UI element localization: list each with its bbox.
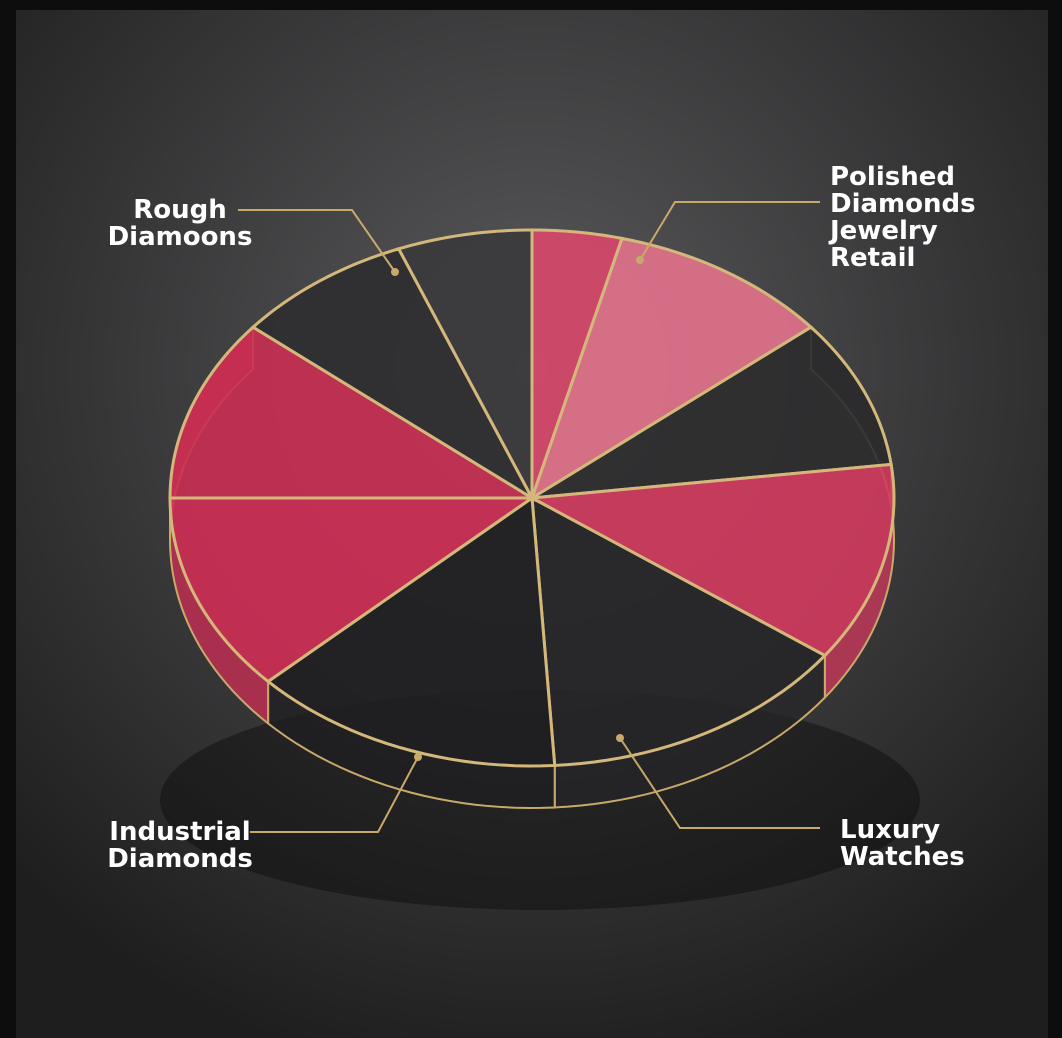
leader-line bbox=[250, 756, 419, 833]
slice bbox=[265, 495, 557, 768]
slice bbox=[168, 496, 537, 684]
leader-line bbox=[639, 201, 820, 261]
slice-label: Rough Diamoons bbox=[108, 195, 253, 252]
slice bbox=[526, 462, 896, 658]
leader-dot bbox=[414, 753, 422, 761]
slice bbox=[250, 247, 536, 503]
leader-line bbox=[619, 737, 820, 829]
slice bbox=[396, 228, 534, 499]
slice bbox=[529, 236, 814, 502]
slice-label: Luxury Watches bbox=[840, 815, 965, 872]
leader-dot bbox=[391, 268, 399, 276]
slice bbox=[531, 325, 893, 500]
leader-dot bbox=[616, 734, 624, 742]
leader-dot bbox=[636, 256, 644, 264]
slice bbox=[530, 495, 828, 768]
leader-line bbox=[238, 209, 396, 273]
slice bbox=[168, 325, 538, 500]
slice-label: Industrial Diamonds bbox=[107, 817, 253, 874]
slice-label: Polished Diamonds Jewelry Retail bbox=[828, 162, 976, 273]
